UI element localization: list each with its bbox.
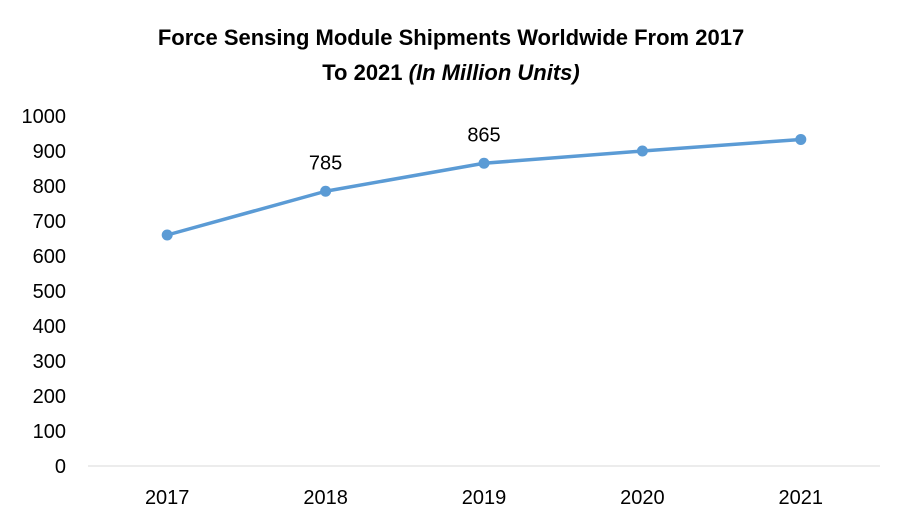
data-point <box>636 145 648 157</box>
y-tick-label: 700 <box>33 211 66 233</box>
data-label: 785 <box>309 152 342 174</box>
chart-title: Force Sensing Module Shipments Worldwide… <box>0 20 902 90</box>
x-tick-label: 2019 <box>462 487 507 509</box>
x-tick-label: 2018 <box>303 487 348 509</box>
data-label: 865 <box>467 124 500 146</box>
y-tick-label: 1000 <box>22 106 67 128</box>
y-tick-label: 200 <box>33 386 66 408</box>
y-tick-label: 900 <box>33 141 66 163</box>
x-tick-label: 2017 <box>145 487 190 509</box>
y-tick-label: 100 <box>33 421 66 443</box>
chart-title-line2-text: To 2021 <box>322 60 409 85</box>
y-tick-label: 0 <box>55 456 66 478</box>
data-point <box>478 157 490 169</box>
data-point <box>161 229 173 241</box>
data-point <box>795 133 807 145</box>
y-tick-label: 500 <box>33 281 66 303</box>
x-tick-label: 2020 <box>620 487 665 509</box>
y-tick-label: 300 <box>33 351 66 373</box>
y-tick-label: 400 <box>33 316 66 338</box>
chart-title-units: (In Million Units) <box>408 60 580 85</box>
data-point <box>320 185 332 197</box>
chart-title-line2: To 2021 (In Million Units) <box>0 55 902 90</box>
series-line <box>165 137 803 237</box>
x-tick-label: 2021 <box>779 487 824 509</box>
chart-title-line1: Force Sensing Module Shipments Worldwide… <box>157 25 745 50</box>
y-tick-label: 800 <box>33 176 66 198</box>
y-tick-label: 600 <box>33 246 66 268</box>
